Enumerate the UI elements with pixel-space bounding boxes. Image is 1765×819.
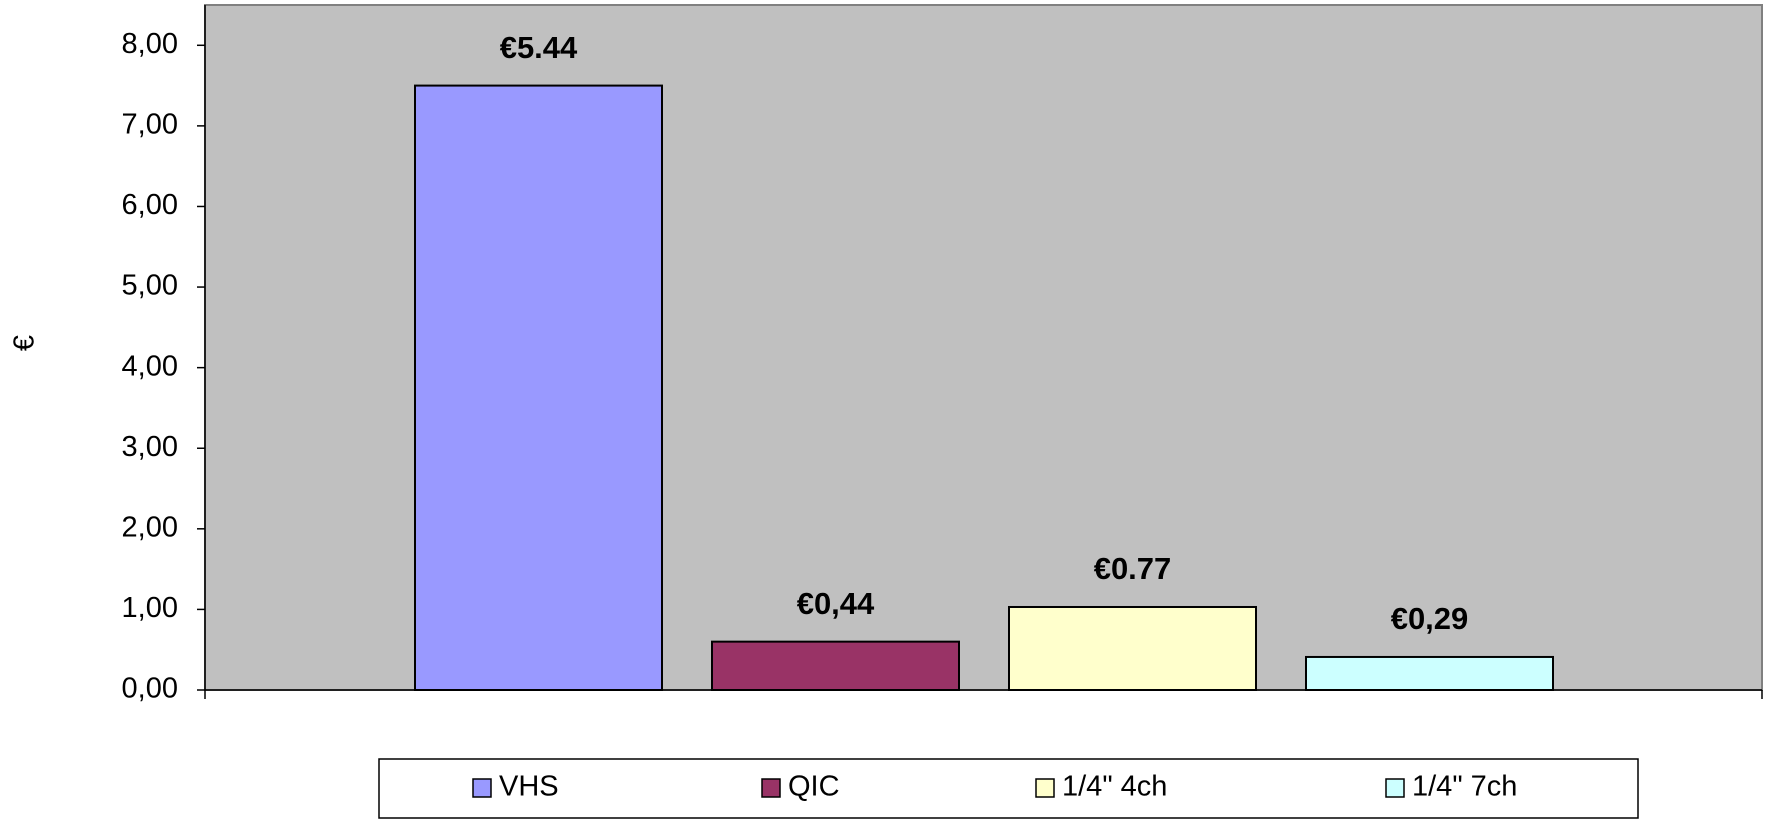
legend-swatch — [1385, 778, 1405, 798]
bar — [414, 84, 663, 691]
y-tick-label: 6,00 — [122, 189, 178, 221]
y-tick-label: 2,00 — [122, 511, 178, 543]
y-tick-label: 1,00 — [122, 592, 178, 624]
legend-box — [378, 758, 1639, 819]
y-tick-label: 5,00 — [122, 270, 178, 302]
y-tick-label: 3,00 — [122, 431, 178, 463]
bar-annotation: €0,44 — [797, 586, 875, 621]
legend-swatch — [472, 778, 492, 798]
legend-label: 1/4" 7ch — [1412, 771, 1517, 803]
bar — [1008, 605, 1257, 692]
bar-annotation: €0.77 — [1094, 551, 1172, 586]
y-axis-label: € — [9, 335, 41, 351]
y-tick-label: 8,00 — [122, 28, 178, 60]
bar — [711, 640, 960, 691]
legend-swatch — [761, 778, 781, 798]
legend-label: VHS — [499, 771, 559, 803]
legend-label: 1/4" 4ch — [1062, 771, 1167, 803]
bar-annotation: €0,29 — [1391, 601, 1469, 636]
legend-swatch — [1035, 778, 1055, 798]
y-tick-label: 7,00 — [122, 109, 178, 141]
bar-annotation: €5.44 — [500, 30, 578, 65]
y-tick-label: 0,00 — [122, 673, 178, 705]
y-tick-label: 4,00 — [122, 350, 178, 382]
bar — [1305, 655, 1554, 691]
legend-label: QIC — [788, 771, 840, 803]
